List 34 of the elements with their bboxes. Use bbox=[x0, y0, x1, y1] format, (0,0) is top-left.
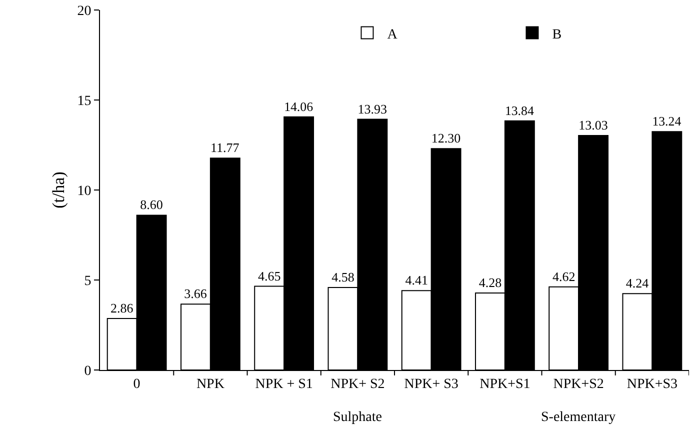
text: 13.84 bbox=[504, 104, 534, 118]
text: 4.24 bbox=[626, 276, 649, 291]
text: Sulphate bbox=[333, 410, 382, 425]
text: 4.58 bbox=[332, 270, 354, 285]
text: S-elementary bbox=[541, 410, 616, 425]
text: 8.60 bbox=[140, 197, 163, 212]
x-tick-label: NPK+ S3 bbox=[404, 376, 458, 392]
text: 4.65 bbox=[258, 268, 281, 284]
x-tick-label: NPK + S1 bbox=[255, 376, 313, 392]
x-tick-label: NPK+S1 bbox=[480, 376, 530, 392]
text: 13.03 bbox=[578, 117, 608, 132]
text: 3.66 bbox=[184, 286, 207, 302]
text: 13.93 bbox=[358, 101, 388, 116]
x-tick-label: NPK bbox=[196, 376, 224, 392]
y-tick-label: 0 bbox=[84, 364, 92, 379]
x-tick-label: NPK+S3 bbox=[626, 376, 678, 392]
x-tick-label: 0 bbox=[133, 376, 140, 392]
legend-label: B bbox=[552, 27, 562, 42]
text: 14.06 bbox=[284, 100, 314, 114]
y-tick-label: 20 bbox=[77, 4, 92, 19]
y-tick-label: 10 bbox=[77, 184, 92, 199]
x-tick-label: NPK+ S2 bbox=[330, 376, 385, 392]
y-tick-label: 15 bbox=[77, 94, 92, 109]
text: 11.77 bbox=[210, 140, 240, 156]
text: 2.86 bbox=[110, 300, 134, 316]
y-axis-title: (t/ha) bbox=[48, 172, 68, 208]
text: 4.41 bbox=[405, 272, 428, 288]
text: 13.24 bbox=[652, 114, 682, 129]
legend-label: A bbox=[387, 27, 398, 42]
y-tick-label: 5 bbox=[84, 274, 92, 289]
text: 12.30 bbox=[431, 130, 461, 146]
text: 4.28 bbox=[478, 274, 502, 290]
text: 4.62 bbox=[552, 268, 576, 284]
x-tick-label: NPK+S2 bbox=[553, 376, 604, 392]
